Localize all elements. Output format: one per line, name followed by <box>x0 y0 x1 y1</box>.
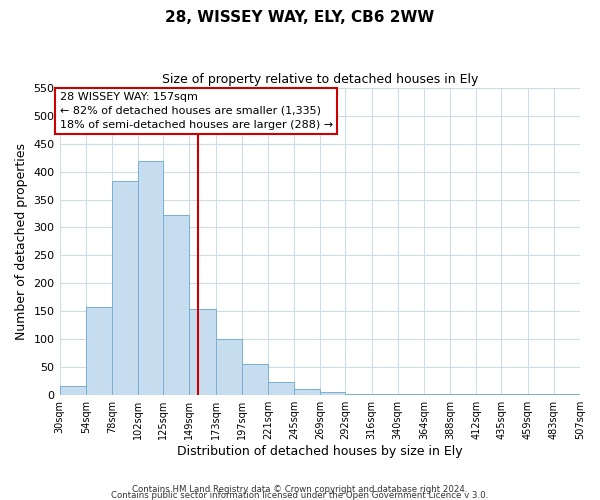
Bar <box>86 307 112 394</box>
Text: 28, WISSEY WAY, ELY, CB6 2WW: 28, WISSEY WAY, ELY, CB6 2WW <box>166 10 434 25</box>
Bar <box>320 392 346 394</box>
Y-axis label: Number of detached properties: Number of detached properties <box>15 143 28 340</box>
Text: Contains public sector information licensed under the Open Government Licence v : Contains public sector information licen… <box>112 490 488 500</box>
Title: Size of property relative to detached houses in Ely: Size of property relative to detached ho… <box>161 72 478 86</box>
Text: Contains HM Land Registry data © Crown copyright and database right 2024.: Contains HM Land Registry data © Crown c… <box>132 484 468 494</box>
Bar <box>59 386 86 394</box>
Bar <box>215 339 242 394</box>
Text: 28 WISSEY WAY: 157sqm
← 82% of detached houses are smaller (1,335)
18% of semi-d: 28 WISSEY WAY: 157sqm ← 82% of detached … <box>59 92 332 130</box>
Bar <box>242 364 268 394</box>
Bar <box>294 389 320 394</box>
Bar <box>163 214 190 394</box>
Bar <box>268 382 294 394</box>
X-axis label: Distribution of detached houses by size in Ely: Distribution of detached houses by size … <box>177 444 463 458</box>
Bar <box>112 181 138 394</box>
Bar <box>138 160 163 394</box>
Bar <box>190 310 215 394</box>
